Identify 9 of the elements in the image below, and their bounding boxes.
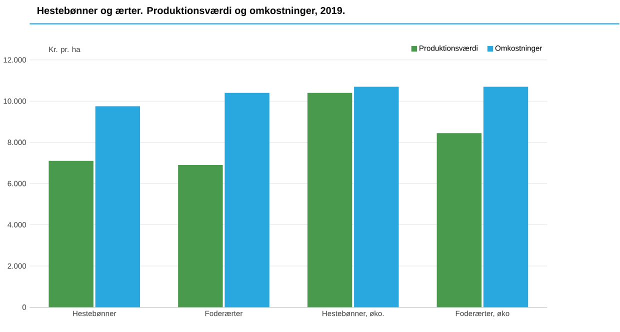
bar [354,86,399,308]
bar [178,165,223,308]
bar [483,86,528,308]
chart-title: Hestebønner og ærter. Produktionsværdi og omkostninger, 2019. [38,6,344,16]
bar [307,92,352,308]
bar [224,92,270,308]
bar [95,106,140,308]
bar [436,133,482,308]
bar [48,160,94,308]
